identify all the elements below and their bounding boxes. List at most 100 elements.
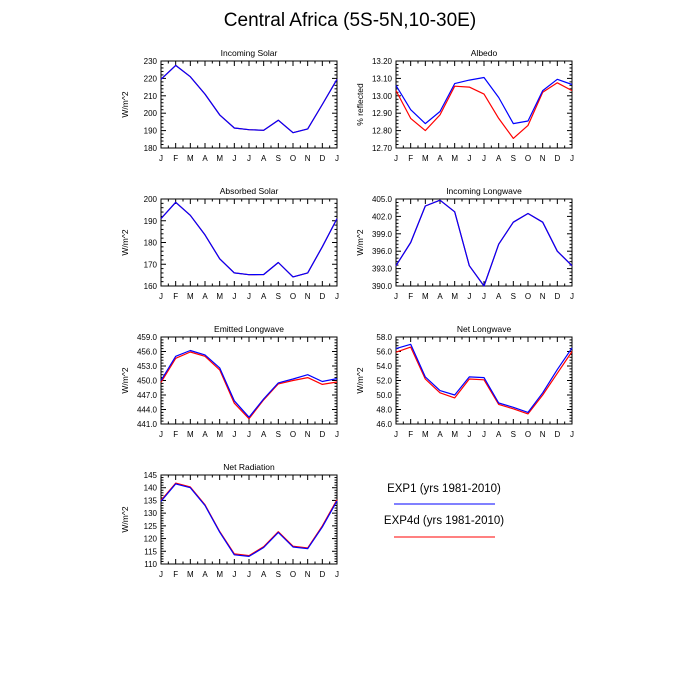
x-tick-label: A <box>261 154 267 163</box>
x-tick-label: J <box>247 154 251 163</box>
x-tick-label: M <box>216 154 223 163</box>
plot-frame <box>160 474 338 565</box>
y-tick-label: 50.0 <box>376 391 392 400</box>
x-tick-label: M <box>451 430 458 439</box>
y-tick-label: 190 <box>144 127 158 136</box>
x-tick-label: A <box>202 570 208 579</box>
y-tick-label: 115 <box>144 547 157 556</box>
y-tick-label: 52.0 <box>376 377 392 386</box>
y-tick-label: 54.0 <box>376 362 392 371</box>
y-axis-label: W/m^2 <box>355 229 365 255</box>
panel-title: Emitted Longwave <box>214 324 284 334</box>
y-axis-label: W/m^2 <box>120 506 130 532</box>
x-tick-label: J <box>159 154 163 163</box>
x-tick-label: A <box>202 430 208 439</box>
x-tick-label: S <box>511 292 516 301</box>
x-tick-label: J <box>467 154 471 163</box>
x-tick-label: J <box>482 430 486 439</box>
plot-frame <box>160 336 338 425</box>
x-tick-label: J <box>570 430 574 439</box>
y-tick-label: 13.00 <box>372 92 393 101</box>
x-tick-label: N <box>305 570 311 579</box>
x-tick-label: M <box>216 292 223 301</box>
x-tick-label: A <box>261 570 267 579</box>
y-tick-label: 13.10 <box>372 74 393 83</box>
y-tick-label: 56.0 <box>376 348 392 357</box>
x-tick-label: J <box>467 292 471 301</box>
x-tick-label: A <box>496 430 502 439</box>
y-tick-label: 396.0 <box>372 247 393 256</box>
series-line-exp4d <box>160 351 338 420</box>
x-tick-label: O <box>525 430 531 439</box>
y-tick-label: 210 <box>144 92 158 101</box>
y-axis-label: W/m^2 <box>355 367 365 393</box>
x-tick-label: J <box>159 292 163 301</box>
panel-title: Absorbed Solar <box>220 186 279 196</box>
x-tick-label: J <box>394 430 398 439</box>
y-tick-label: 46.0 <box>376 420 392 429</box>
x-tick-label: J <box>335 570 339 579</box>
y-tick-label: 135 <box>144 496 158 505</box>
y-tick-label: 393.0 <box>372 265 393 274</box>
y-tick-label: 12.70 <box>372 144 393 153</box>
x-tick-label: J <box>482 292 486 301</box>
y-tick-label: 125 <box>144 522 158 531</box>
x-tick-label: S <box>276 154 281 163</box>
x-tick-label: J <box>467 430 471 439</box>
y-tick-label: 110 <box>144 560 157 569</box>
x-tick-label: O <box>290 292 296 301</box>
y-tick-label: 450.0 <box>137 377 158 386</box>
y-tick-label: 447.0 <box>137 391 158 400</box>
x-tick-label: A <box>261 292 267 301</box>
y-tick-label: 405.0 <box>372 195 393 204</box>
legend: EXP1 (yrs 1981-2010) EXP4d (yrs 1981-2010… <box>384 483 504 538</box>
x-tick-label: D <box>554 430 560 439</box>
plot-frame <box>395 60 573 149</box>
y-tick-label: 459.0 <box>137 333 158 342</box>
x-tick-label: O <box>525 154 531 163</box>
x-tick-label: A <box>437 430 443 439</box>
x-tick-label: J <box>247 570 251 579</box>
y-tick-label: 12.80 <box>372 127 393 136</box>
figure-title: Central Africa (5S-5N,10-30E) <box>223 10 477 31</box>
x-tick-label: J <box>232 570 236 579</box>
y-tick-label: 180 <box>144 144 158 153</box>
x-tick-label: M <box>451 154 458 163</box>
x-tick-label: A <box>437 154 443 163</box>
x-tick-label: N <box>305 292 311 301</box>
y-tick-label: 441.0 <box>137 420 158 429</box>
x-tick-label: M <box>187 570 194 579</box>
y-tick-label: 48.0 <box>376 406 392 415</box>
panel-title: Albedo <box>471 48 498 58</box>
series-line-exp1 <box>395 343 573 413</box>
y-tick-label: 200 <box>144 195 158 204</box>
series-line-exp4d <box>395 82 573 139</box>
x-tick-label: F <box>408 154 413 163</box>
x-tick-label: S <box>276 570 281 579</box>
y-tick-label: 120 <box>144 535 158 544</box>
x-tick-label: M <box>216 430 223 439</box>
x-tick-label: J <box>394 154 398 163</box>
x-tick-label: J <box>482 154 486 163</box>
x-tick-label: A <box>202 154 208 163</box>
y-tick-label: 160 <box>144 282 158 291</box>
x-tick-label: J <box>232 292 236 301</box>
series-line-exp4d <box>160 64 338 134</box>
x-tick-label: D <box>319 430 325 439</box>
x-tick-label: O <box>290 570 296 579</box>
x-tick-label: J <box>247 292 251 301</box>
panel-title: Incoming Solar <box>221 48 278 58</box>
x-tick-label: N <box>540 292 546 301</box>
y-tick-label: 130 <box>144 509 158 518</box>
x-tick-label: J <box>159 570 163 579</box>
y-tick-label: 402.0 <box>372 212 393 221</box>
y-tick-label: 230 <box>144 57 158 66</box>
x-tick-label: D <box>319 154 325 163</box>
y-axis-label: W/m^2 <box>120 367 130 393</box>
x-tick-label: M <box>422 292 429 301</box>
series-line-exp1 <box>395 76 573 125</box>
